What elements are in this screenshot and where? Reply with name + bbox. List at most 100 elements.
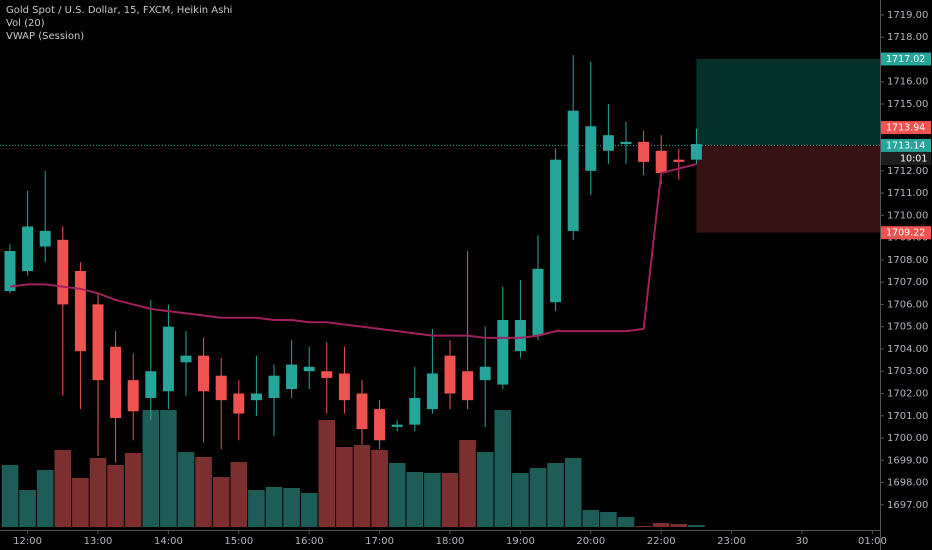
volume-bar	[424, 473, 441, 527]
volume-bar	[54, 450, 72, 527]
entry-tag: 1713.14	[886, 140, 925, 151]
y-tick-label: 1710.00	[887, 210, 928, 221]
volume-bar	[36, 470, 54, 527]
candle-body	[338, 373, 350, 401]
x-tick-label: 16:00	[295, 536, 324, 547]
candle-body	[57, 239, 69, 305]
countdown: 10:01	[900, 153, 927, 164]
candle-body	[321, 371, 333, 378]
y-tick-label: 1708.00	[887, 255, 928, 266]
y-tick-label: 1712.00	[887, 166, 928, 177]
candle-body	[391, 424, 403, 427]
candle-body	[673, 159, 685, 162]
volume-bar	[195, 457, 212, 527]
vwap-legend: VWAP (Session)	[6, 31, 84, 42]
y-tick-label: 1701.00	[887, 411, 928, 422]
loss-zone	[696, 145, 880, 233]
volume-bar	[388, 463, 406, 527]
y-tick-label: 1715.00	[887, 99, 928, 110]
candle-body	[286, 364, 298, 390]
candle-body	[550, 159, 562, 303]
stop-tag-bg	[881, 226, 931, 240]
x-tick-label: 20:00	[576, 536, 605, 547]
y-tick-label: 1702.00	[887, 388, 928, 399]
volume-bar	[265, 487, 283, 527]
volume-bar	[494, 410, 512, 527]
candle-body	[462, 371, 474, 401]
x-tick-label: 19:00	[506, 536, 535, 547]
x-tick-label: 17:00	[365, 536, 394, 547]
entry-tag-bg	[881, 138, 931, 152]
volume-bar	[89, 458, 107, 527]
volume-bar	[476, 452, 494, 527]
chart-title: Gold Spot / U.S. Dollar, 15, FXCM, Heiki…	[6, 5, 232, 16]
candle-body	[233, 393, 245, 414]
target-tag-bg	[881, 52, 931, 66]
candle-body	[620, 141, 632, 145]
x-tick-label: 13:00	[84, 536, 113, 547]
target-tag: 1717.02	[886, 54, 925, 65]
volume-bar	[160, 410, 177, 527]
volume-bar	[1, 465, 19, 527]
volume-bar	[230, 462, 248, 527]
x-tick-label: 23:00	[717, 536, 746, 547]
volume-bar	[142, 410, 160, 527]
plot-area	[0, 55, 880, 527]
price-tag: 1713.94	[886, 123, 925, 134]
volume-bar	[107, 465, 124, 527]
candle-body	[180, 355, 192, 363]
candle-body	[39, 230, 51, 247]
volume-bar	[670, 524, 688, 527]
volume-bar	[72, 478, 89, 527]
y-tick-label: 1718.00	[887, 32, 928, 43]
volume-bar	[353, 445, 371, 527]
profit-zone	[696, 59, 880, 146]
candle-body	[145, 371, 157, 398]
candle-body	[22, 226, 34, 272]
candle-body	[655, 150, 667, 174]
volume-bar	[459, 440, 476, 527]
volume-bar	[124, 453, 142, 527]
volume-bar	[318, 420, 336, 527]
candle-body	[110, 346, 122, 418]
stop-tag: 1709.22	[886, 228, 925, 239]
x-tick-label: 12:00	[13, 536, 42, 547]
y-tick-label: 1706.00	[887, 299, 928, 310]
volume-bar	[177, 452, 195, 527]
volume-bar	[212, 477, 230, 527]
x-tick-label: 14:00	[154, 536, 183, 547]
candle-body	[92, 304, 104, 381]
candle-body	[127, 380, 139, 412]
candle-body	[74, 271, 86, 352]
y-tick-label: 1719.00	[887, 10, 928, 21]
volume-bar	[635, 526, 652, 527]
candle-body	[409, 397, 421, 425]
x-tick-label: 15:00	[224, 536, 253, 547]
x-tick-label: 30	[796, 536, 809, 547]
y-tick-label: 1704.00	[887, 344, 928, 355]
volume-bar	[564, 458, 582, 527]
candle-body	[250, 393, 262, 401]
candle-body	[215, 375, 227, 401]
volume-bar	[512, 473, 529, 527]
y-tick-label: 1705.00	[887, 322, 928, 333]
volume-legend: Vol (20)	[6, 18, 45, 29]
candle-body	[479, 366, 491, 381]
candle-body	[514, 320, 526, 352]
x-tick-label: 22:00	[647, 536, 676, 547]
candle-body	[444, 355, 456, 394]
candle-body	[162, 326, 174, 392]
candle-body	[4, 250, 16, 292]
candle-body	[602, 135, 614, 151]
vwap-line	[9, 163, 697, 339]
volume-bar	[600, 512, 617, 527]
y-tick-label: 1716.00	[887, 77, 928, 88]
volume-bar	[336, 447, 353, 527]
price-tag-bg	[881, 121, 931, 135]
volume-bar	[529, 468, 547, 527]
candle-body	[426, 373, 438, 410]
volume-bar	[441, 473, 459, 527]
y-tick-label: 1699.00	[887, 455, 928, 466]
